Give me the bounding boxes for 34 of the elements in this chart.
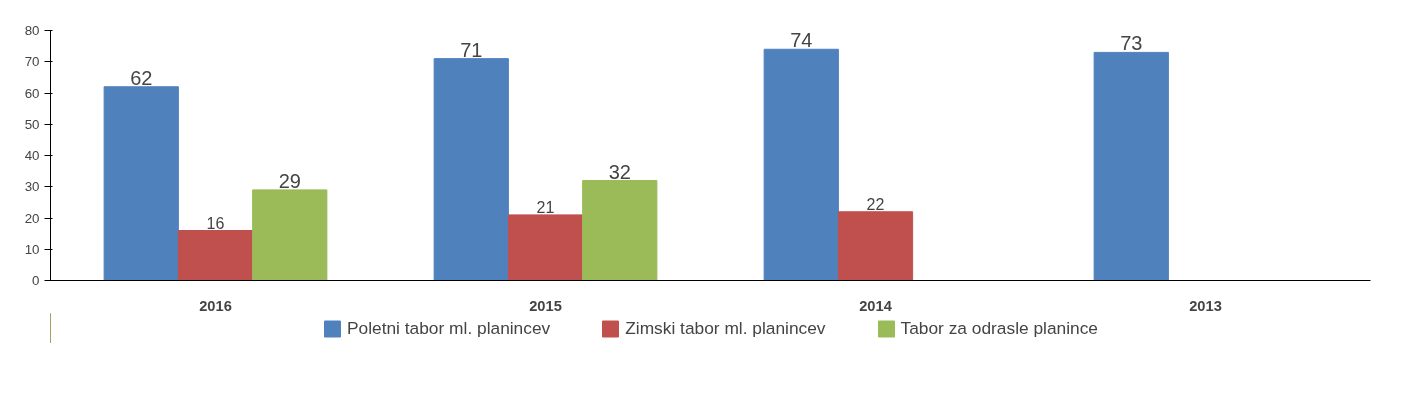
x-tick-label: 2013 [1189, 297, 1222, 314]
data-label: 71 [460, 38, 483, 61]
data-label: 21 [536, 198, 555, 216]
legend-label: Zimski tabor ml. planincev [625, 317, 826, 339]
y-tick-label: 60 [24, 85, 40, 101]
bar [582, 180, 658, 281]
x-tick-label: 2014 [859, 297, 893, 314]
legend-label: Tabor za odrasle planince [900, 317, 1099, 339]
bar [763, 48, 839, 281]
y-tick-label: 10 [24, 241, 40, 257]
bar [507, 214, 584, 281]
x-tick-label: 2015 [529, 297, 562, 314]
bar [177, 230, 254, 281]
y-tick-label: 80 [24, 23, 40, 38]
bar [837, 211, 914, 281]
data-label: 16 [206, 214, 225, 232]
bar [1093, 51, 1169, 281]
data-label: 74 [790, 29, 813, 52]
y-tick-label: 50 [24, 116, 40, 132]
data-label: 62 [130, 66, 153, 89]
data-label: 22 [866, 195, 885, 213]
y-tick-label: 0 [32, 273, 40, 288]
y-tick-label: 40 [24, 148, 40, 163]
data-label: 32 [608, 160, 631, 183]
bar [433, 58, 509, 281]
data-label: 29 [278, 169, 301, 192]
bar [252, 189, 328, 281]
data-label: 73 [1120, 32, 1143, 55]
x-tick-label: 2016 [199, 297, 232, 314]
y-tick-label: 30 [24, 179, 40, 195]
y-tick-label: 20 [24, 210, 40, 226]
bar [103, 86, 179, 281]
legend-label: Poletni tabor ml. planincev [346, 317, 551, 339]
y-tick-label: 70 [24, 54, 40, 70]
